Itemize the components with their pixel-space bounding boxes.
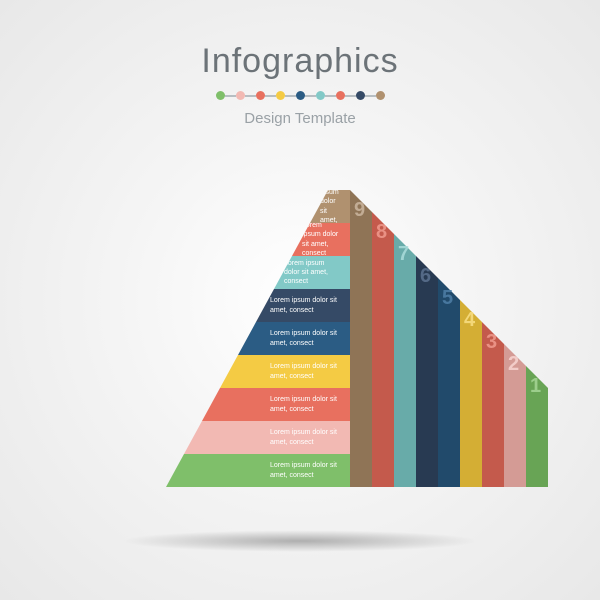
dot-separator: [0, 91, 600, 100]
dot-icon: [216, 91, 225, 100]
layer-number: 8: [376, 221, 387, 243]
layer-number: 1: [530, 375, 541, 397]
page-title: Infographics: [0, 42, 600, 81]
layer-number: 4: [464, 309, 476, 331]
dot-icon: [256, 91, 265, 100]
layer-text: Lorem ipsum dolor sit amet, consect: [270, 395, 340, 413]
dot-icon: [376, 91, 385, 100]
page-subtitle: Design Template: [0, 110, 600, 127]
layer-number: 3: [486, 331, 497, 353]
pyramid-shadow: [120, 530, 480, 552]
dot-icon: [276, 91, 285, 100]
layer-number: 7: [398, 243, 409, 265]
dot-icon: [336, 91, 345, 100]
pyramid-front: Lorem ipsum dolor sit amet, consect: [184, 421, 350, 454]
pyramid-front: Lorem ipsum dolor sit amet, consect: [202, 388, 350, 421]
layer-number: 5: [442, 287, 453, 309]
pyramid-chart: 987654321Lorem ipsum dolor sit amet, con…: [90, 190, 510, 520]
layer-number: 2: [508, 353, 519, 375]
pyramid-side-strip: [438, 278, 460, 487]
dot-icon: [236, 91, 245, 100]
layer-text: Lorem ipsum dolor sit amet, consect: [270, 296, 340, 314]
layer-text: Lorem ipsum dolor sit amet, consect: [270, 329, 340, 347]
pyramid-front: Lorem ipsum dolor sit amet, consect: [220, 355, 350, 388]
layer-number: 6: [420, 265, 431, 287]
pyramid-side-strip: [372, 212, 394, 487]
layer-text: Lorem ipsum dolor sit amet, consect: [270, 362, 340, 380]
dot-icon: [356, 91, 365, 100]
pyramid-side-strip: [350, 190, 372, 487]
layer-text: Lorem ipsum dolor sit amet, consect: [270, 461, 340, 479]
pyramid-front: Lorem ipsum dolor sit amet, consect: [238, 322, 350, 355]
layer-text: Lorem ipsum dolor sit amet, consect: [270, 428, 340, 446]
layer-number: 9: [354, 199, 365, 221]
pyramid-side-strip: [394, 234, 416, 487]
pyramid-side-strip: [416, 256, 438, 487]
layer-text: Lorem ipsum dolor sit amet, consect: [284, 259, 340, 286]
dot-icon: [316, 91, 325, 100]
header: Infographics Design Template: [0, 0, 600, 127]
pyramid-front: Lorem ipsum dolor sit amet, consect: [166, 454, 350, 487]
dot-icon: [296, 91, 305, 100]
